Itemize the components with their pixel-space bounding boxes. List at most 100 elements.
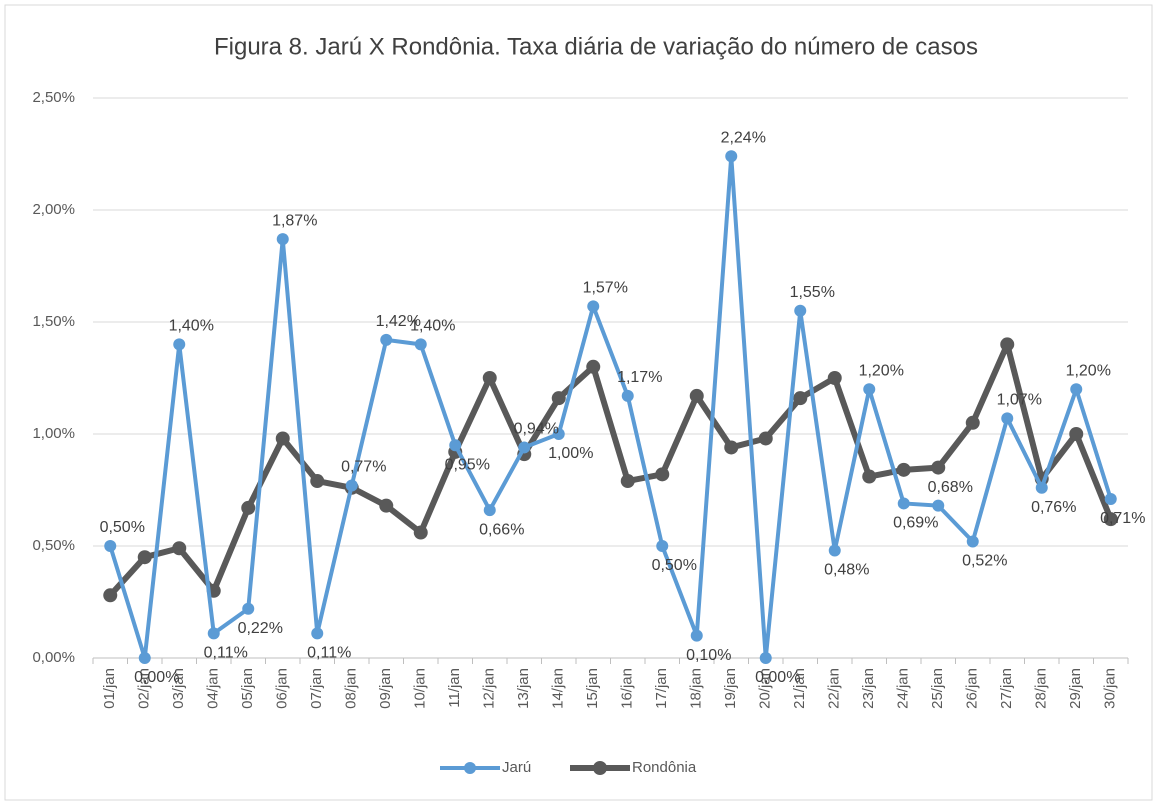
data-label: 1,40% — [169, 318, 214, 335]
marker — [103, 588, 118, 603]
data-label: 1,20% — [859, 362, 904, 379]
marker — [172, 541, 187, 556]
marker — [207, 627, 220, 640]
data-label: 0,10% — [686, 647, 731, 664]
marker — [725, 150, 738, 163]
series-line — [108, 341, 1114, 598]
chart-title: Figura 8. Jarú X Rondônia. Taxa diária d… — [214, 33, 978, 60]
x-tick-label: 24/jan — [895, 668, 912, 709]
marker — [586, 359, 601, 374]
x-tick-label: 11/jan — [446, 668, 463, 708]
marker — [758, 431, 773, 446]
x-tick-label: 30/jan — [1102, 668, 1119, 709]
marker — [724, 440, 739, 455]
legend-label: Rondônia — [632, 759, 697, 776]
legend-marker — [464, 762, 476, 774]
x-tick-label: 20/jan — [757, 668, 774, 709]
x-tick-label: 05/jan — [239, 668, 256, 709]
x-tick-label: 23/jan — [860, 668, 877, 709]
data-label: 1,07% — [997, 392, 1042, 409]
y-tick-label: 2,50% — [32, 89, 75, 106]
marker — [449, 439, 462, 452]
data-label: 0,48% — [824, 562, 869, 579]
chart-border — [4, 4, 1153, 801]
x-tick-label: 17/jan — [653, 668, 670, 709]
data-label: 0,76% — [1031, 499, 1076, 516]
x-tick-label: 28/jan — [1033, 668, 1050, 709]
x-tick-label: 04/jan — [205, 668, 222, 709]
marker — [241, 500, 256, 515]
x-tick-label: 25/jan — [929, 668, 946, 709]
y-tick-label: 2,00% — [32, 201, 75, 218]
data-label: 1,55% — [790, 284, 835, 301]
data-label: 0,69% — [893, 515, 938, 532]
x-tick-label: 15/jan — [584, 668, 601, 709]
marker — [1103, 512, 1118, 527]
data-label: 0,52% — [962, 553, 1007, 570]
x-tick-label: 29/jan — [1067, 668, 1084, 709]
x-tick-label: 21/jan — [791, 668, 808, 709]
marker — [311, 627, 324, 640]
data-label: 0,95% — [445, 456, 490, 473]
marker — [931, 460, 946, 475]
marker — [1104, 492, 1117, 505]
x-tick-label: 22/jan — [826, 668, 843, 709]
marker — [690, 629, 703, 642]
data-label: 1,20% — [1066, 362, 1111, 379]
y-tick-label: 0,00% — [32, 649, 75, 666]
marker — [1070, 383, 1083, 396]
x-tick-label: 07/jan — [308, 668, 325, 709]
data-label: 1,17% — [617, 369, 662, 386]
marker — [620, 474, 635, 489]
data-label: 0,22% — [238, 620, 283, 637]
data-label: 0,50% — [652, 557, 697, 574]
marker — [689, 388, 704, 403]
x-tick-label: 12/jan — [481, 668, 498, 709]
data-label: 0,11% — [204, 645, 248, 662]
data-label: 0,11% — [307, 645, 351, 662]
legend-label: Jarú — [502, 759, 531, 776]
x-tick-label: 10/jan — [412, 668, 429, 709]
x-tick-label: 19/jan — [722, 668, 739, 709]
marker — [138, 652, 151, 664]
x-tick-label: 06/jan — [274, 668, 291, 709]
marker — [932, 499, 945, 512]
marker — [656, 540, 669, 552]
marker — [1000, 337, 1015, 352]
marker — [896, 462, 911, 477]
data-label: 0,66% — [479, 521, 524, 538]
marker — [1035, 481, 1048, 494]
marker — [379, 498, 394, 513]
marker — [380, 333, 393, 346]
marker — [862, 469, 877, 484]
marker — [414, 338, 427, 351]
marker — [827, 371, 842, 385]
series-line — [108, 154, 1113, 660]
data-label: 0,68% — [928, 479, 973, 496]
marker — [587, 300, 600, 313]
data-label: 1,42% — [376, 313, 421, 330]
marker — [621, 389, 634, 402]
marker — [759, 652, 772, 664]
marker — [518, 441, 531, 454]
legend-marker — [593, 761, 607, 775]
marker — [483, 504, 496, 517]
data-label: 2,24% — [721, 129, 766, 146]
data-label: 0,77% — [341, 459, 386, 476]
marker — [897, 497, 910, 510]
x-tick-label: 16/jan — [619, 668, 636, 709]
x-tick-label: 27/jan — [998, 668, 1015, 709]
data-label: 0,50% — [100, 519, 145, 536]
marker — [1001, 412, 1014, 425]
y-tick-label: 1,50% — [32, 313, 75, 330]
x-tick-label: 02/jan — [136, 668, 153, 709]
x-tick-label: 09/jan — [377, 668, 394, 709]
data-label: 0,00% — [755, 669, 800, 686]
data-label: 1,00% — [548, 445, 593, 462]
marker — [655, 467, 670, 482]
data-label: 1,40% — [410, 318, 455, 335]
marker — [275, 431, 290, 446]
y-tick-label: 0,50% — [32, 537, 75, 554]
